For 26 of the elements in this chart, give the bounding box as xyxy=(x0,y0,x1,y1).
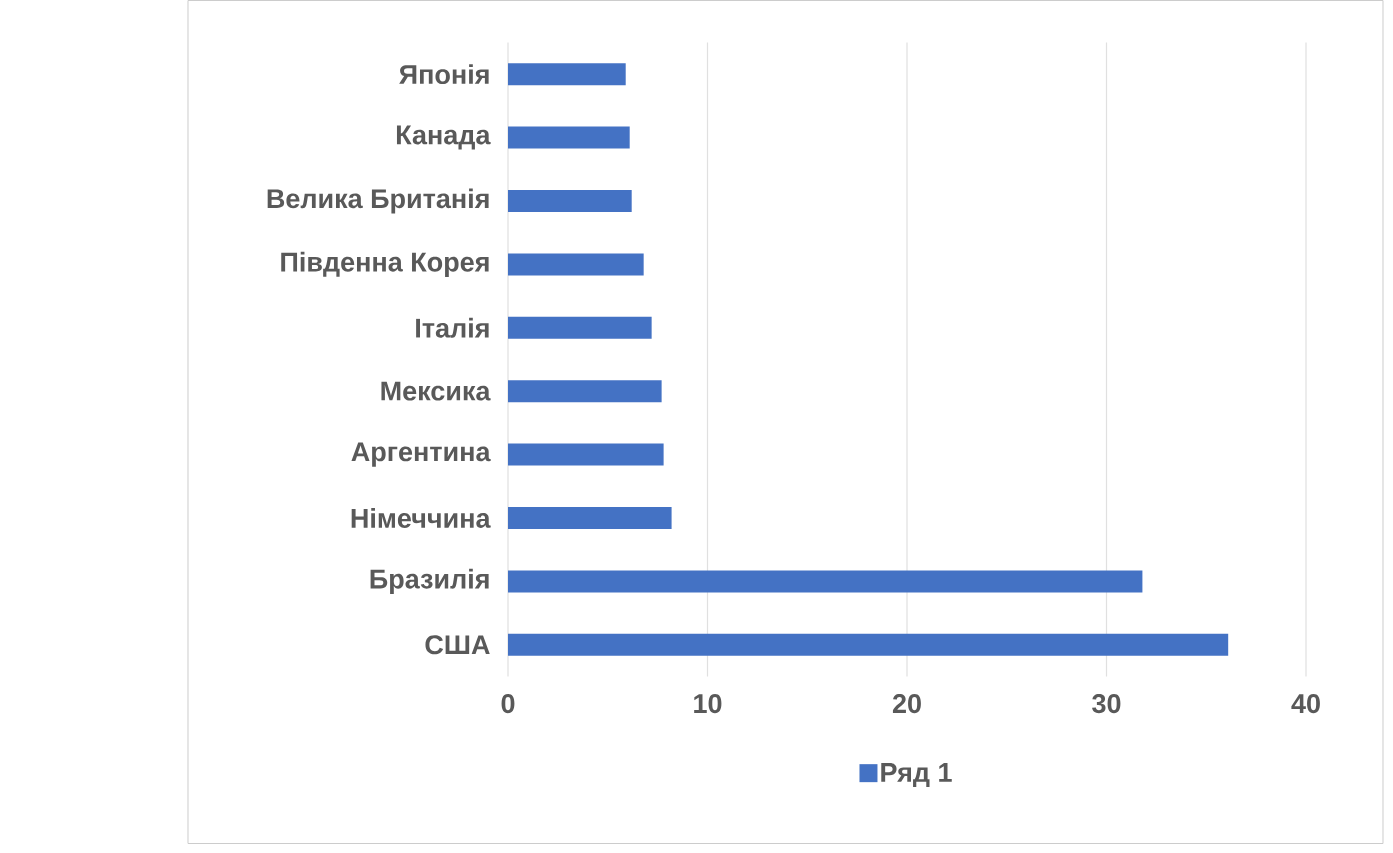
y-tick-label: Канада xyxy=(396,125,491,150)
bar xyxy=(508,316,652,339)
legend-label: Ряд 1 xyxy=(881,762,952,787)
y-tick-label: Італія xyxy=(416,317,489,338)
x-tick-label: 0 xyxy=(501,693,515,713)
bar xyxy=(508,126,630,149)
y-tick-label: Японія xyxy=(399,64,489,84)
x-tick-label: 30 xyxy=(1092,693,1121,713)
bar xyxy=(508,253,644,276)
y-tick-label: Бразилія xyxy=(370,568,489,594)
bar xyxy=(508,633,1229,656)
bar xyxy=(508,189,632,212)
bar xyxy=(508,379,662,402)
y-tick-label: Велика Британія xyxy=(267,188,489,214)
bar xyxy=(508,570,1143,593)
y-tick-label: Південна Корея xyxy=(281,251,489,277)
bar xyxy=(508,62,626,85)
x-tick-label: 40 xyxy=(1291,693,1320,713)
bar xyxy=(508,506,672,529)
x-tick-label: 10 xyxy=(694,693,722,713)
x-tick-label: 20 xyxy=(892,693,921,713)
y-tick-label: США xyxy=(425,635,490,655)
bar xyxy=(508,443,664,466)
y-tick-label: Мексика xyxy=(381,381,491,401)
y-tick-label: Аргентина xyxy=(351,442,491,467)
y-tick-label: Німеччина xyxy=(351,507,491,528)
